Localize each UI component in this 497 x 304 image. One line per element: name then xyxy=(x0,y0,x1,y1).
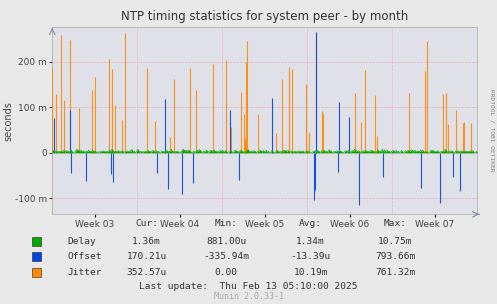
Text: 1.34m: 1.34m xyxy=(296,237,325,246)
Text: RRDTOOL / TOBI OETIKER: RRDTOOL / TOBI OETIKER xyxy=(489,89,494,172)
Text: 352.57u: 352.57u xyxy=(127,268,166,277)
Title: NTP timing statistics for system peer - by month: NTP timing statistics for system peer - … xyxy=(121,10,408,23)
Text: 793.66m: 793.66m xyxy=(375,252,415,261)
Text: 10.75m: 10.75m xyxy=(378,237,413,246)
Text: 170.21u: 170.21u xyxy=(127,252,166,261)
Text: Jitter: Jitter xyxy=(67,268,101,277)
Text: Avg:: Avg: xyxy=(299,219,322,229)
Text: -335.94m: -335.94m xyxy=(203,252,249,261)
Y-axis label: seconds: seconds xyxy=(3,101,13,141)
Text: 1.36m: 1.36m xyxy=(132,237,161,246)
Text: Min:: Min: xyxy=(215,219,238,229)
Text: Last update:  Thu Feb 13 05:10:00 2025: Last update: Thu Feb 13 05:10:00 2025 xyxy=(139,282,358,291)
Text: 10.19m: 10.19m xyxy=(293,268,328,277)
Text: 761.32m: 761.32m xyxy=(375,268,415,277)
Text: Offset: Offset xyxy=(67,252,101,261)
Text: Max:: Max: xyxy=(384,219,407,229)
Text: 881.00u: 881.00u xyxy=(206,237,246,246)
Text: Munin 2.0.33-1: Munin 2.0.33-1 xyxy=(214,292,283,301)
Text: -13.39u: -13.39u xyxy=(291,252,331,261)
Text: Delay: Delay xyxy=(67,237,96,246)
Text: Cur:: Cur: xyxy=(135,219,158,229)
Text: 0.00: 0.00 xyxy=(215,268,238,277)
